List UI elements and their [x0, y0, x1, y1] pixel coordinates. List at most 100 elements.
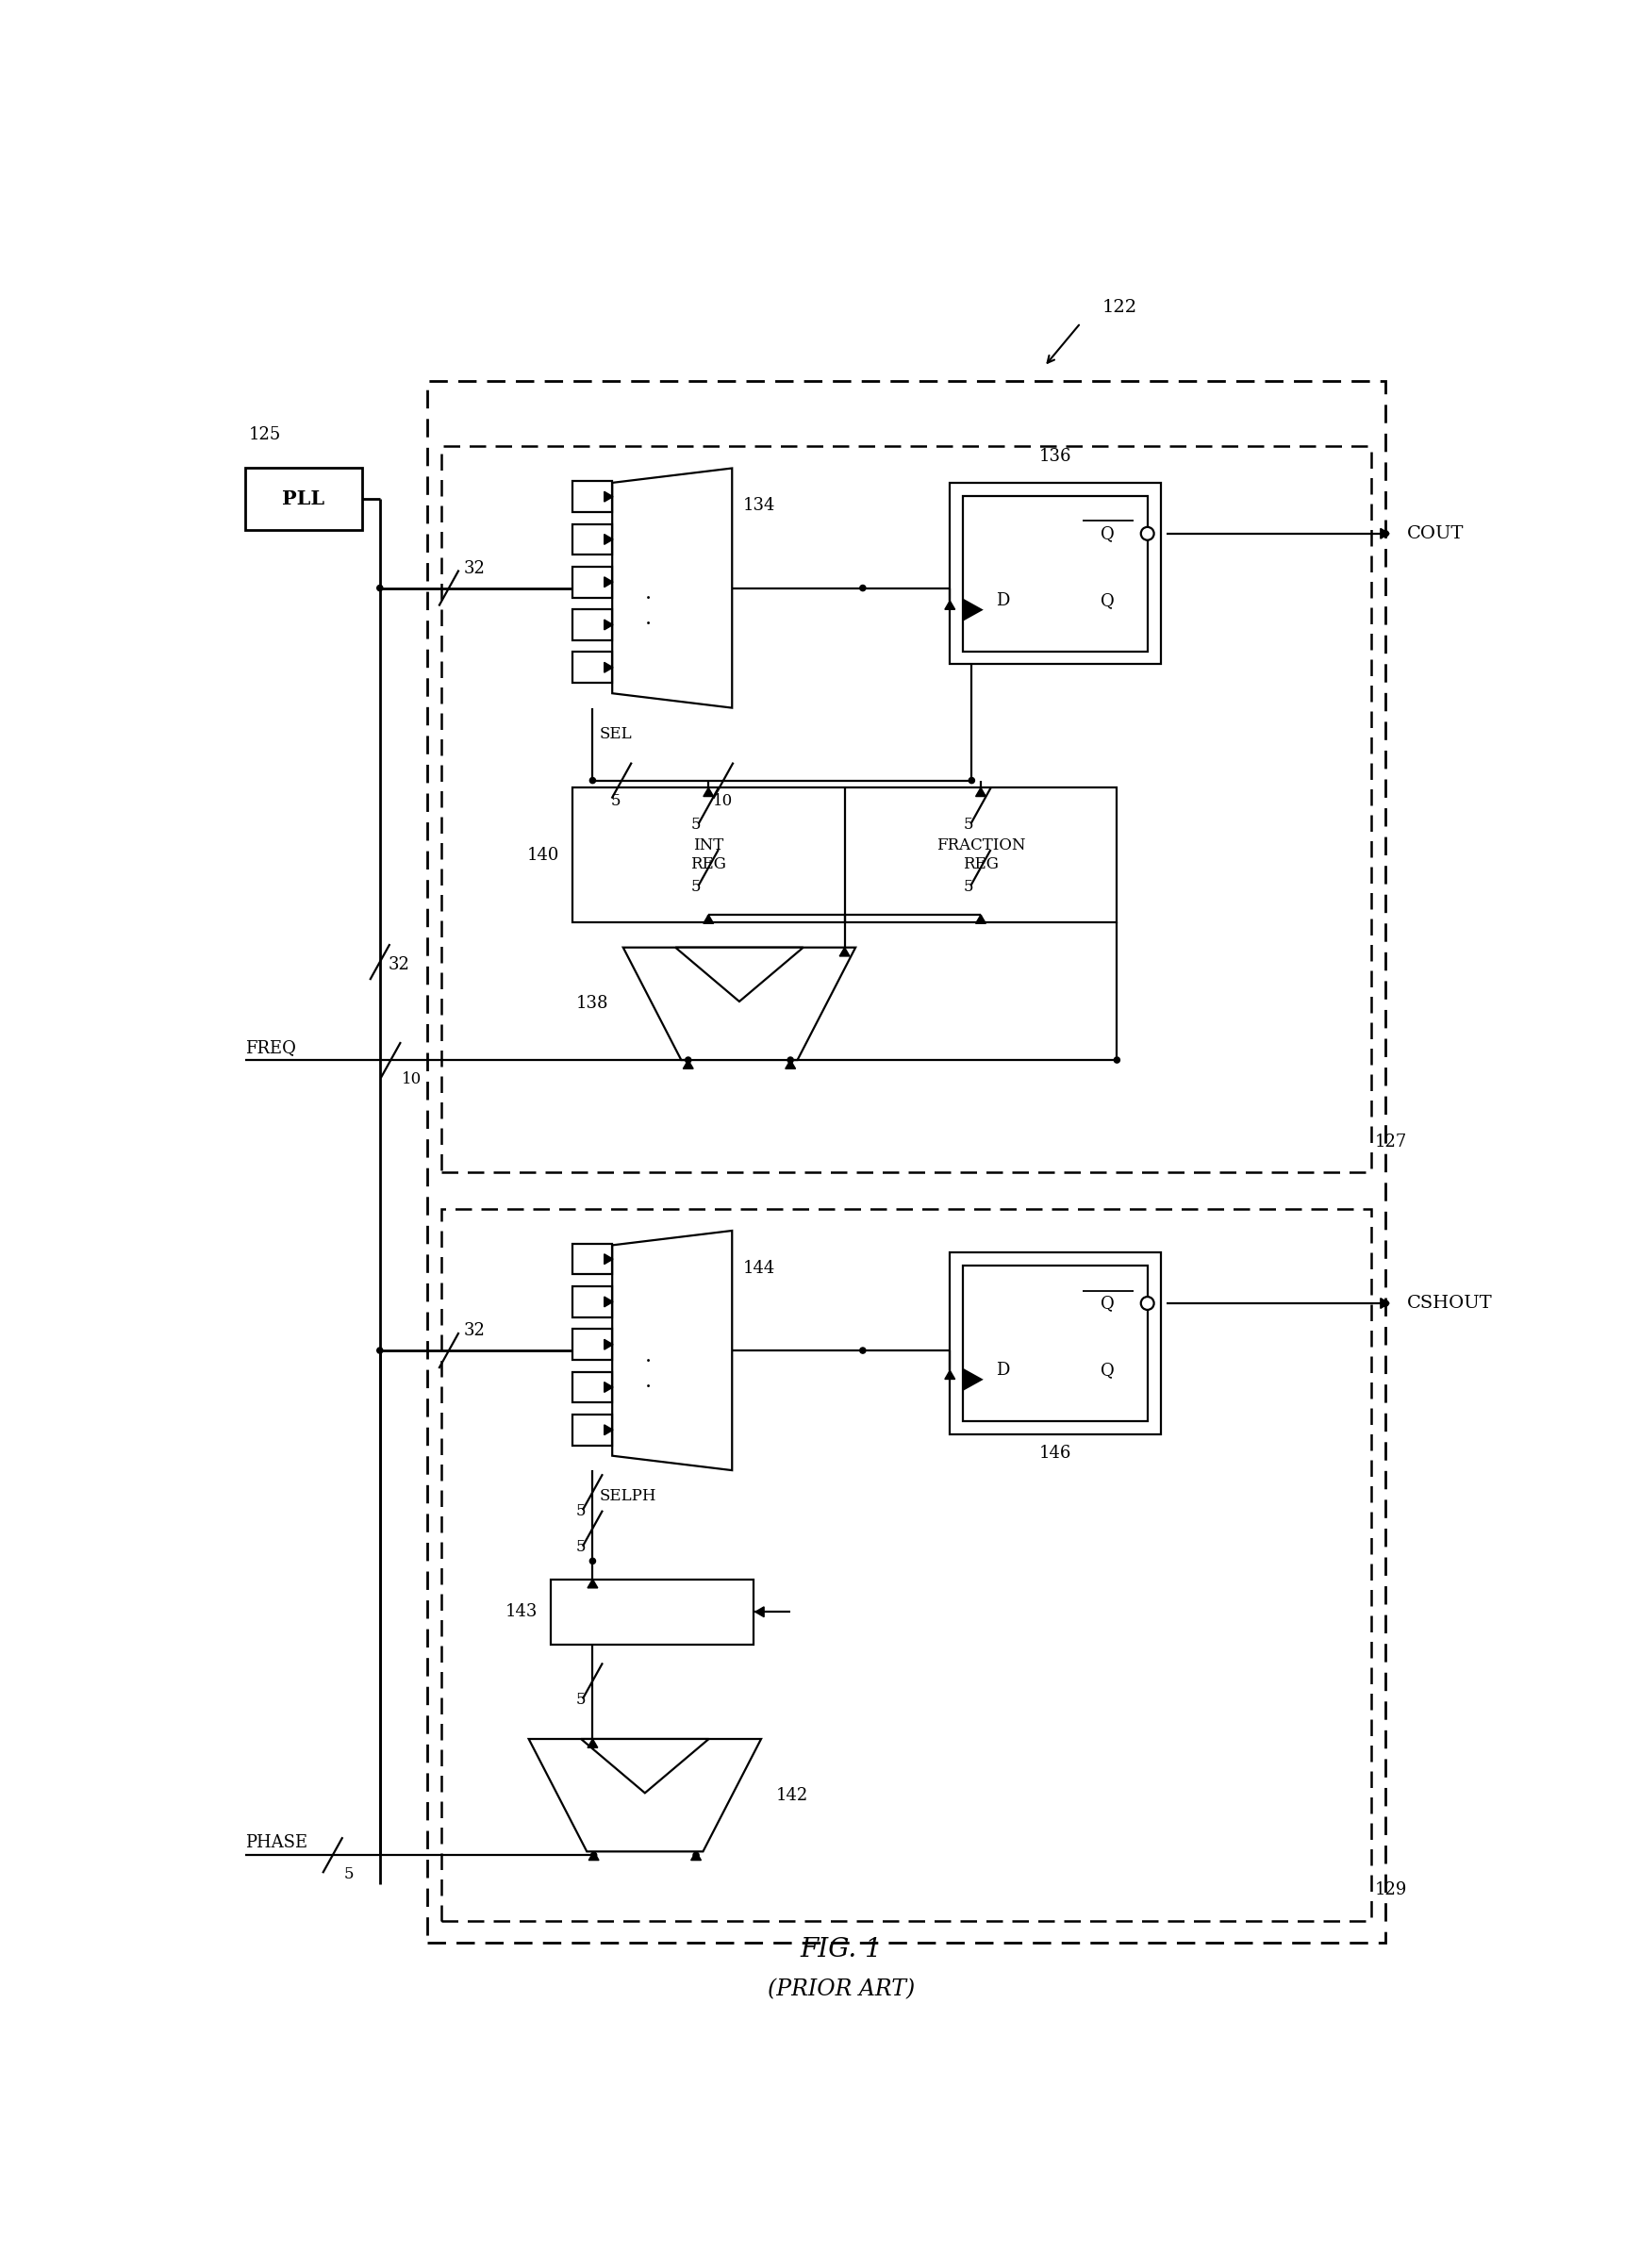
Text: 146: 146 — [1038, 1445, 1071, 1463]
Polygon shape — [1379, 528, 1389, 540]
Text: 5: 5 — [963, 878, 973, 894]
Text: (PRIOR ART): (PRIOR ART) — [768, 1978, 913, 2000]
Bar — [572, 787, 1117, 923]
Polygon shape — [604, 619, 613, 631]
Text: Q: Q — [1100, 1295, 1114, 1311]
Polygon shape — [528, 1740, 761, 1851]
Bar — [572, 481, 612, 513]
Polygon shape — [604, 1424, 613, 1436]
Polygon shape — [604, 535, 613, 544]
Bar — [950, 483, 1159, 665]
Text: 143: 143 — [505, 1603, 538, 1619]
Polygon shape — [587, 1579, 597, 1588]
Text: 32: 32 — [462, 1322, 485, 1340]
Circle shape — [589, 778, 595, 782]
Bar — [572, 1329, 612, 1361]
Bar — [426, 381, 1384, 1941]
Bar — [246, 467, 361, 531]
Bar — [549, 1579, 753, 1644]
Text: 134: 134 — [743, 497, 776, 515]
Polygon shape — [604, 492, 613, 501]
Text: 129: 129 — [1374, 1882, 1407, 1898]
Text: 5: 5 — [610, 794, 620, 810]
Polygon shape — [604, 576, 613, 587]
Text: D: D — [995, 1363, 1009, 1379]
Polygon shape — [589, 1851, 599, 1860]
Circle shape — [692, 1853, 699, 1857]
Text: 5: 5 — [576, 1540, 585, 1556]
Polygon shape — [786, 1059, 795, 1068]
Polygon shape — [963, 599, 981, 619]
Polygon shape — [612, 1232, 731, 1470]
Text: ·: · — [645, 1377, 651, 1397]
Text: INT
REG: INT REG — [690, 837, 727, 873]
Polygon shape — [623, 948, 854, 1059]
Text: ·: · — [645, 1352, 651, 1372]
Text: ·: · — [645, 590, 651, 610]
Text: 122: 122 — [1102, 299, 1137, 315]
Bar — [572, 1372, 612, 1402]
Text: SELPH: SELPH — [600, 1488, 656, 1504]
Polygon shape — [840, 948, 850, 957]
Text: FIG. 1: FIG. 1 — [800, 1937, 881, 1962]
Polygon shape — [754, 1606, 764, 1617]
Text: 5: 5 — [690, 878, 700, 894]
Bar — [572, 1415, 612, 1445]
Polygon shape — [604, 1340, 613, 1349]
Text: 5: 5 — [576, 1692, 585, 1708]
Circle shape — [1114, 1057, 1118, 1064]
Text: COUT: COUT — [1407, 526, 1463, 542]
Circle shape — [377, 1347, 382, 1354]
Polygon shape — [945, 601, 954, 610]
Bar — [950, 1252, 1159, 1433]
Bar — [572, 524, 612, 556]
Polygon shape — [704, 914, 713, 923]
Bar — [572, 610, 612, 640]
Circle shape — [1383, 1300, 1387, 1306]
Polygon shape — [612, 467, 731, 708]
Text: 10: 10 — [402, 1070, 421, 1086]
Polygon shape — [945, 1370, 954, 1379]
Polygon shape — [604, 662, 613, 674]
Text: 32: 32 — [389, 955, 410, 973]
Circle shape — [590, 1853, 597, 1857]
Polygon shape — [587, 1740, 597, 1749]
Circle shape — [859, 1347, 866, 1354]
Text: SEL: SEL — [600, 726, 631, 742]
Text: 5: 5 — [343, 1867, 353, 1882]
Bar — [441, 447, 1371, 1173]
Bar — [572, 1243, 612, 1275]
Text: 10: 10 — [712, 794, 731, 810]
Circle shape — [859, 585, 866, 592]
Polygon shape — [1379, 1297, 1389, 1309]
Bar — [963, 497, 1146, 651]
Circle shape — [1140, 1297, 1153, 1311]
Polygon shape — [682, 1059, 692, 1068]
Text: Q: Q — [1100, 526, 1114, 542]
Text: PLL: PLL — [282, 490, 325, 508]
Text: 5: 5 — [576, 1504, 585, 1520]
Bar — [572, 653, 612, 683]
Bar — [963, 1266, 1146, 1422]
Text: D: D — [995, 592, 1009, 610]
Bar — [572, 567, 612, 596]
Bar — [572, 1286, 612, 1318]
Text: FRACTION
REG: FRACTION REG — [936, 837, 1025, 873]
Text: ·: · — [645, 615, 651, 635]
Circle shape — [686, 1057, 690, 1064]
Polygon shape — [676, 948, 802, 1002]
Text: 136: 136 — [1038, 447, 1071, 465]
Text: FREQ: FREQ — [246, 1039, 297, 1057]
Text: 125: 125 — [249, 426, 282, 442]
Text: CSHOUT: CSHOUT — [1407, 1295, 1492, 1311]
Text: Q: Q — [1100, 1363, 1114, 1379]
Polygon shape — [976, 914, 986, 923]
Polygon shape — [690, 1851, 700, 1860]
Polygon shape — [581, 1740, 708, 1794]
Text: 142: 142 — [776, 1787, 807, 1803]
Polygon shape — [604, 1254, 613, 1263]
Text: 127: 127 — [1374, 1134, 1405, 1150]
Text: 138: 138 — [576, 996, 608, 1012]
Polygon shape — [604, 1297, 613, 1306]
Text: 5: 5 — [963, 816, 973, 832]
